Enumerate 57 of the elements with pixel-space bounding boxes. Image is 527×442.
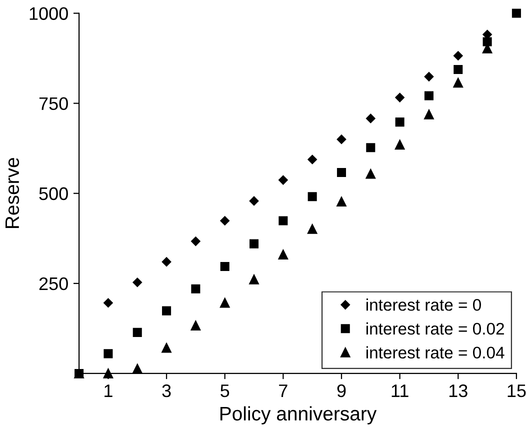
point — [278, 175, 288, 185]
y-tick-label: 750 — [39, 97, 68, 110]
point — [394, 140, 405, 150]
point — [250, 239, 259, 248]
x-tick-label: 3 — [162, 384, 171, 398]
point — [220, 262, 230, 272]
point — [308, 192, 317, 202]
point — [366, 169, 376, 179]
point — [162, 306, 172, 316]
x-tick-label: 1 — [104, 384, 112, 397]
x-tick-label: 11 — [392, 384, 408, 397]
point — [454, 51, 463, 60]
point — [132, 278, 142, 287]
point — [366, 143, 376, 152]
point — [220, 298, 230, 308]
x-tick-label: 15 — [508, 384, 526, 398]
point — [336, 134, 346, 144]
point — [308, 154, 317, 164]
point — [424, 91, 434, 100]
y-tick-label: 500 — [39, 187, 68, 200]
y-tick-label: 1000 — [30, 7, 68, 20]
point — [395, 118, 404, 127]
point — [395, 92, 404, 102]
point — [132, 328, 142, 337]
point — [278, 216, 288, 226]
point — [220, 216, 230, 226]
point — [104, 349, 113, 358]
point — [307, 224, 318, 234]
x-tick-label: 13 — [449, 384, 468, 398]
point — [249, 196, 259, 206]
point — [336, 168, 346, 177]
point — [191, 236, 200, 246]
point — [162, 257, 172, 266]
legend-label: interest rate = 0 — [366, 298, 481, 311]
legend-label: interest rate = 0.04 — [366, 346, 504, 359]
point — [512, 8, 521, 18]
point — [482, 37, 492, 46]
x-axis-title: Policy anniversary — [220, 406, 377, 424]
point — [162, 343, 172, 353]
point — [191, 284, 200, 294]
point — [190, 320, 201, 330]
x-tick-label: 9 — [337, 384, 346, 398]
point — [366, 114, 376, 124]
x-tick-label: 7 — [279, 384, 288, 397]
legend-label: interest rate = 0.02 — [366, 322, 504, 335]
point — [424, 72, 434, 82]
point — [103, 368, 114, 378]
y-tick-label: 250 — [39, 277, 68, 290]
point — [249, 274, 259, 284]
point — [278, 250, 288, 260]
point — [104, 298, 113, 308]
point — [453, 78, 463, 88]
x-tick-label: 5 — [220, 384, 230, 398]
point — [424, 110, 434, 120]
point — [454, 64, 463, 74]
y-axis-title: Reserve — [6, 158, 20, 228]
point — [336, 196, 346, 207]
